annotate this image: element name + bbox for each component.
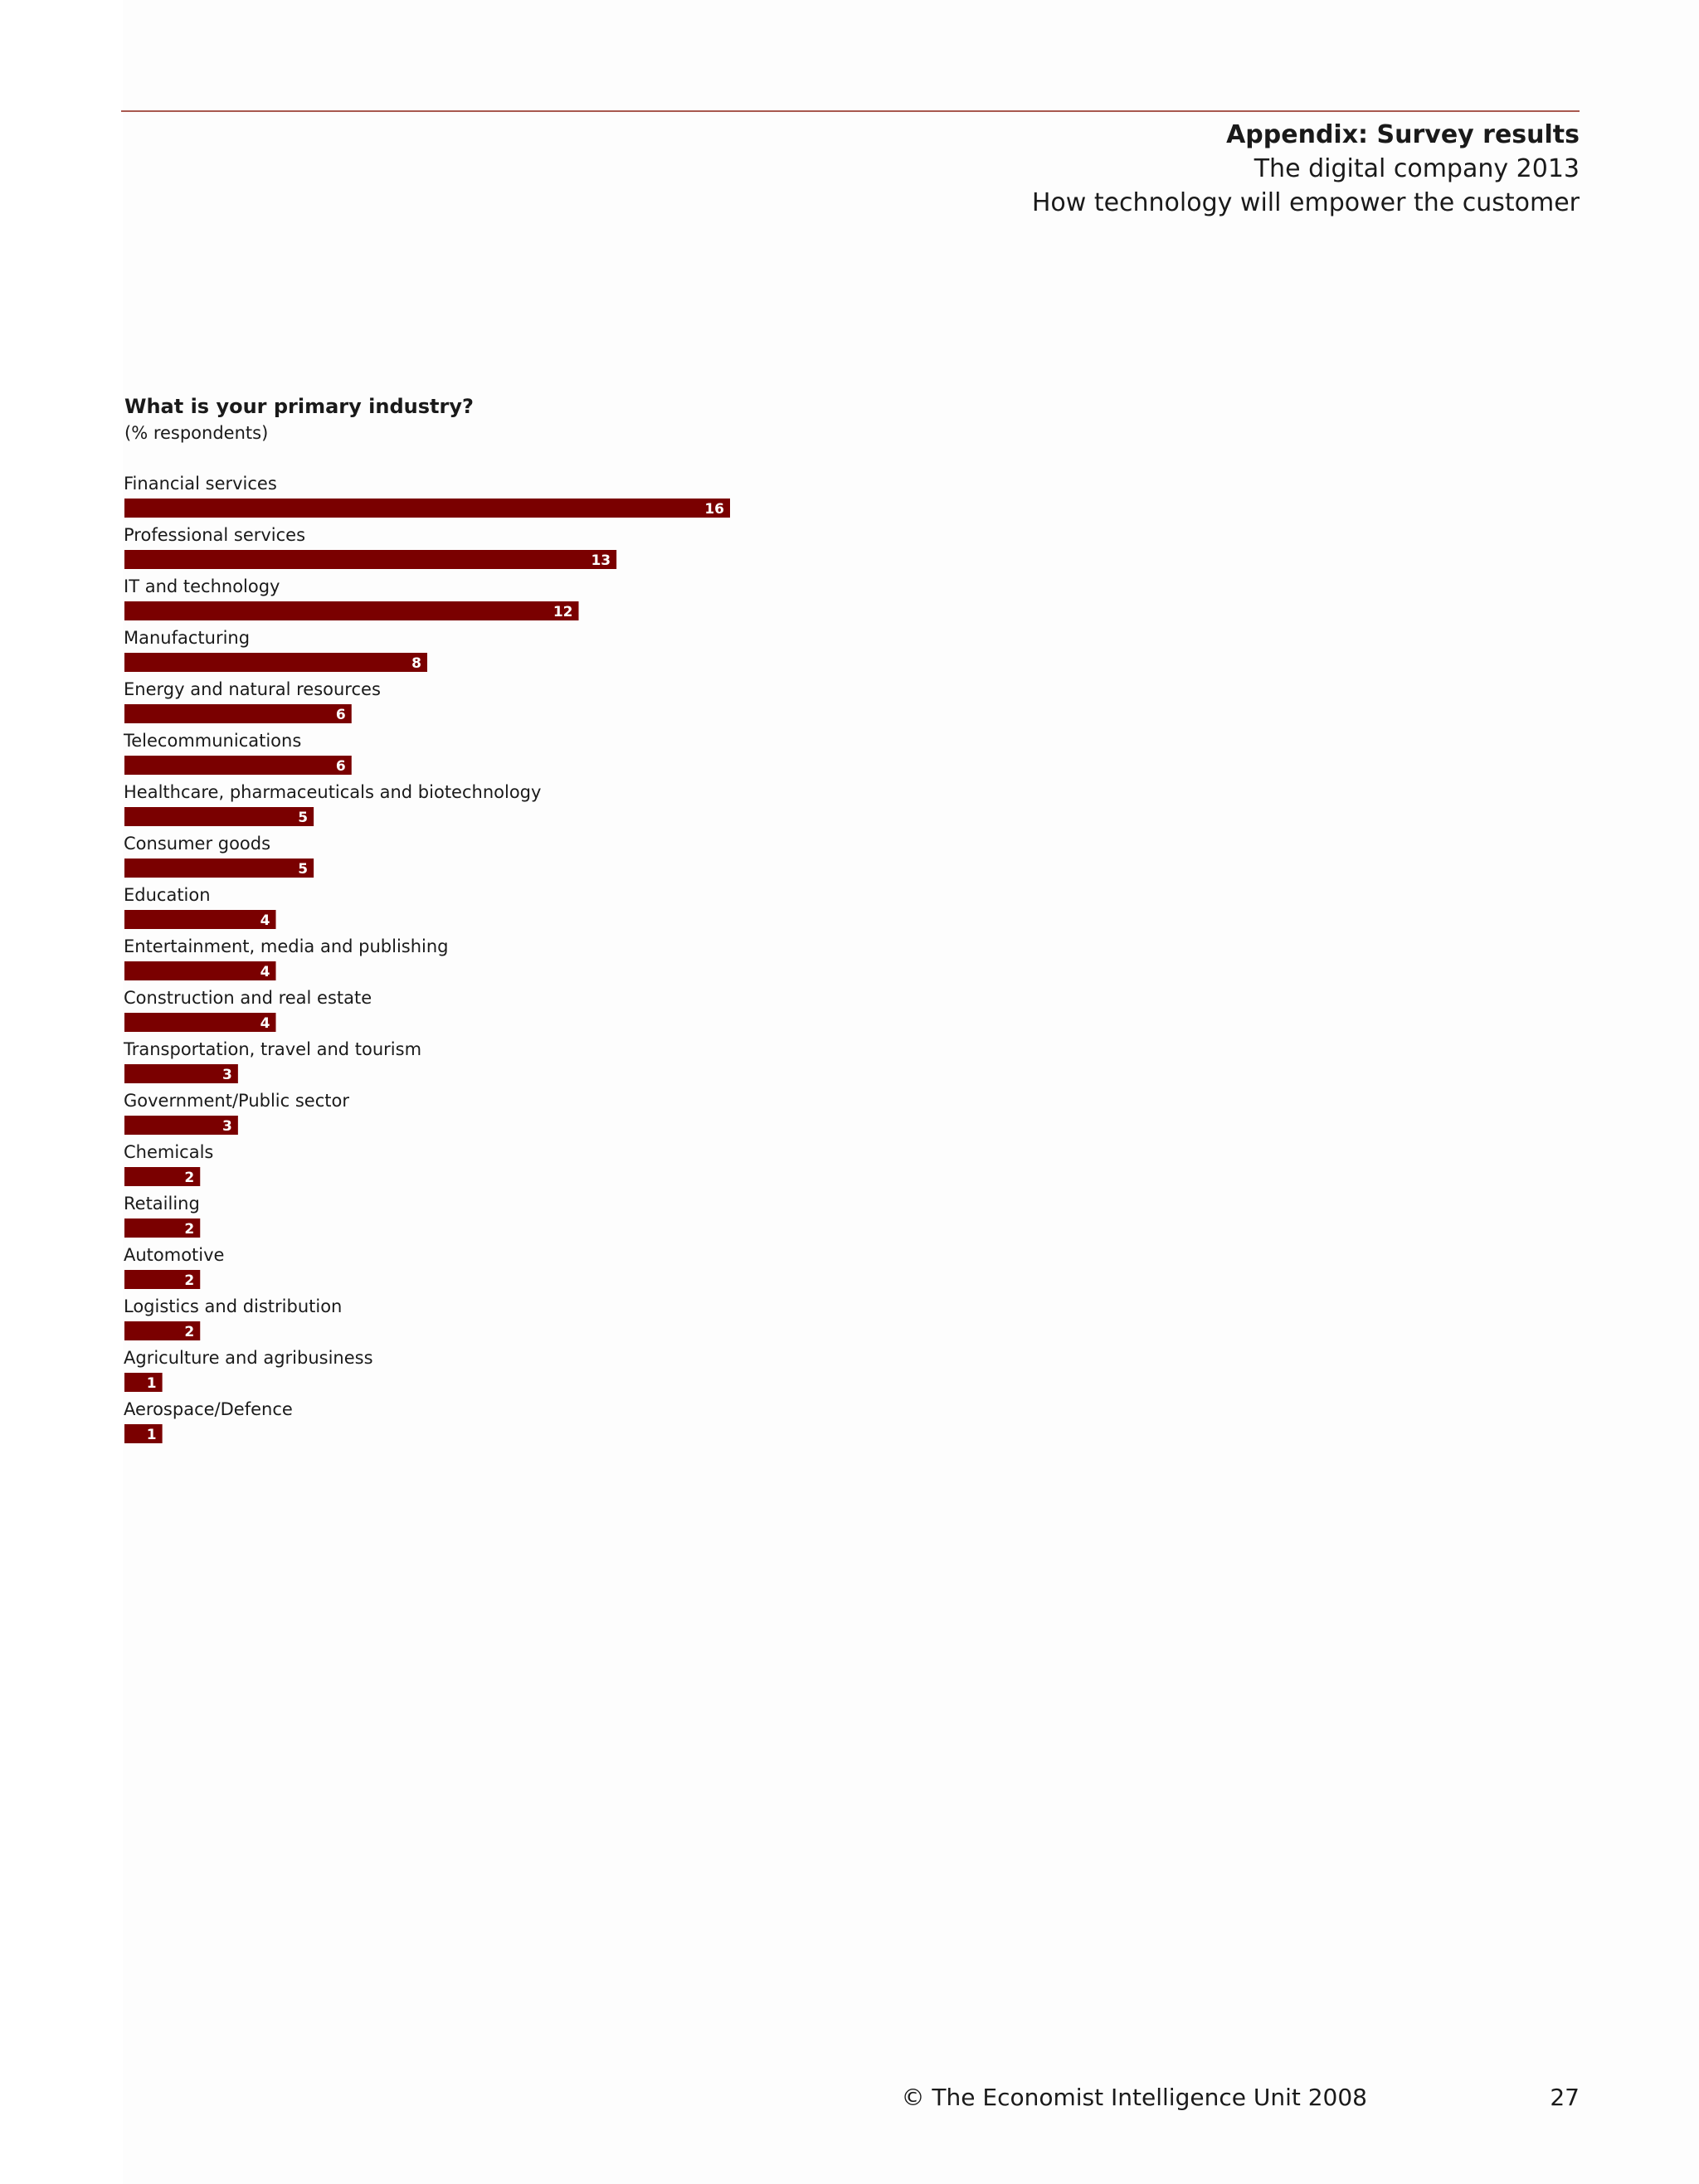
chart-title: What is your primary industry?: [124, 395, 474, 418]
section-title: Appendix: Survey results: [1226, 120, 1580, 149]
report-subtitle: How technology will empower the customer: [1031, 188, 1580, 217]
page-background: [123, 0, 1699, 2184]
page-number: 27: [1550, 2084, 1580, 2111]
report-header: Appendix: Survey results The digital com…: [1032, 118, 1580, 220]
chart-subtitle: (% respondents): [124, 423, 269, 443]
report-title: The digital company 2013: [1254, 154, 1580, 183]
top-rule: [121, 110, 1580, 112]
footer-copyright: © The Economist Intelligence Unit 2008: [901, 2084, 1367, 2111]
